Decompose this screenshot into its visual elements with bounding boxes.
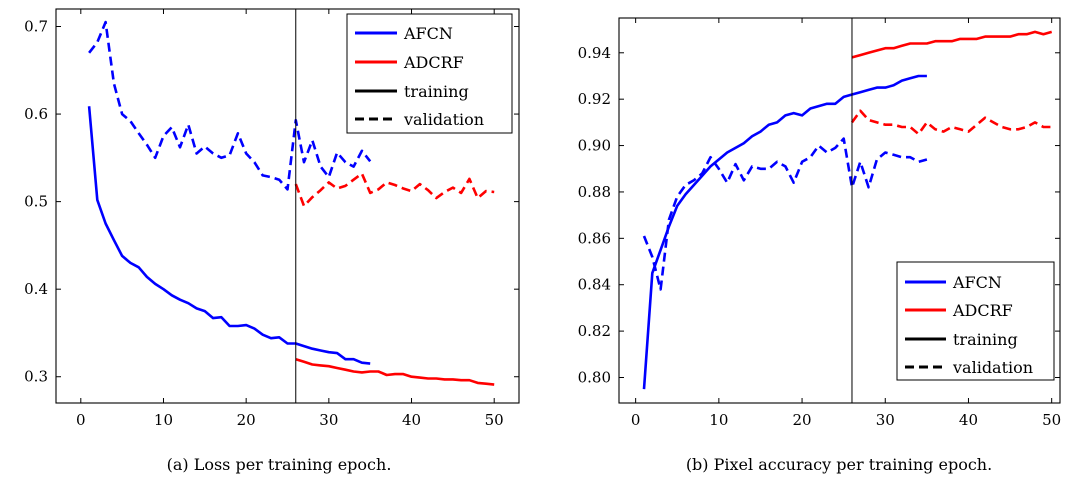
- accuracy-xtick-label: 40: [959, 411, 978, 429]
- loss-xtick-label: 40: [402, 411, 421, 429]
- accuracy-legend-training-label: training: [953, 330, 1018, 349]
- loss-plot-frame: [55, 8, 520, 404]
- loss-legend-afcn-label: AFCN: [403, 24, 453, 43]
- loss-legend-training-label: training: [404, 82, 469, 101]
- loss-panel: 0 10 20 30 40 50 0.3 0.4 0.5 0.6 0.7 AFCN ADCRF tr…: [24, 8, 520, 474]
- loss-xtick-label: 10: [154, 411, 173, 429]
- loss-ytick-label: 0.3: [24, 368, 48, 386]
- accuracy-afcn-validation-line: [642, 137, 928, 291]
- accuracy-xtick-label: 50: [1042, 411, 1061, 429]
- accuracy-legend-validation-label: validation: [952, 358, 1033, 377]
- accuracy-axis-ticks: 0 10 20 30 40 50 0.80 0.82 0.84 0.86 0.88 0.90 0.92 0…: [578, 18, 1061, 429]
- loss-xtick-label: 20: [237, 411, 256, 429]
- loss-ytick-label: 0.4: [24, 280, 48, 298]
- accuracy-legend: AFCN ADCRF training validation: [896, 261, 1055, 381]
- accuracy-ytick-label: 0.84: [578, 276, 611, 294]
- accuracy-plot-frame: [618, 17, 1061, 404]
- accuracy-afcn-training-line: [642, 74, 927, 390]
- accuracy-xtick-label: 10: [709, 411, 728, 429]
- loss-caption: (a) Loss per training epoch.: [167, 455, 392, 474]
- accuracy-panel: 0 10 20 30 40 50 0.80 0.82 0.84 0.86 0.88 0.90 0.92 0…: [578, 17, 1061, 474]
- loss-legend-validation-label: validation: [403, 110, 484, 129]
- accuracy-ytick-label: 0.80: [578, 368, 611, 386]
- loss-adcrf-training-line: [295, 357, 495, 386]
- accuracy-caption: (b) Pixel accuracy per training epoch.: [686, 455, 992, 474]
- accuracy-xtick-label: 0: [631, 411, 641, 429]
- accuracy-ytick-label: 0.94: [578, 44, 611, 62]
- accuracy-ytick-label: 0.88: [578, 183, 611, 201]
- loss-legend-adcrf-label: ADCRF: [403, 53, 464, 72]
- loss-ytick-label: 0.7: [24, 18, 48, 36]
- loss-axis-ticks: 0 10 20 30 40 50 0.3 0.4 0.5 0.6 0.7: [24, 9, 519, 429]
- accuracy-ytick-label: 0.92: [578, 90, 611, 108]
- loss-afcn-validation-line: [88, 20, 372, 191]
- accuracy-legend-afcn-label: AFCN: [952, 273, 1002, 292]
- accuracy-adcrf-training-line: [851, 30, 1053, 59]
- accuracy-adcrf-validation-line: [850, 109, 1052, 136]
- loss-legend: AFCN ADCRF training validation: [346, 13, 513, 134]
- accuracy-ytick-label: 0.90: [578, 137, 611, 155]
- accuracy-ytick-label: 0.82: [578, 322, 611, 340]
- loss-adcrf-validation-line: [294, 172, 495, 208]
- accuracy-xtick-label: 30: [876, 411, 895, 429]
- accuracy-ytick-label: 0.86: [578, 229, 611, 247]
- accuracy-legend-adcrf-label: ADCRF: [952, 301, 1013, 320]
- loss-afcn-training-line: [87, 106, 371, 365]
- loss-xtick-label: 50: [485, 411, 504, 429]
- accuracy-xtick-label: 20: [793, 411, 812, 429]
- loss-xtick-label: 30: [319, 411, 338, 429]
- loss-ytick-label: 0.6: [24, 105, 48, 123]
- loss-xtick-label: 0: [76, 411, 86, 429]
- accuracy-series-group: [642, 30, 1053, 390]
- loss-ytick-label: 0.5: [24, 193, 48, 211]
- loss-series-group: [87, 20, 495, 386]
